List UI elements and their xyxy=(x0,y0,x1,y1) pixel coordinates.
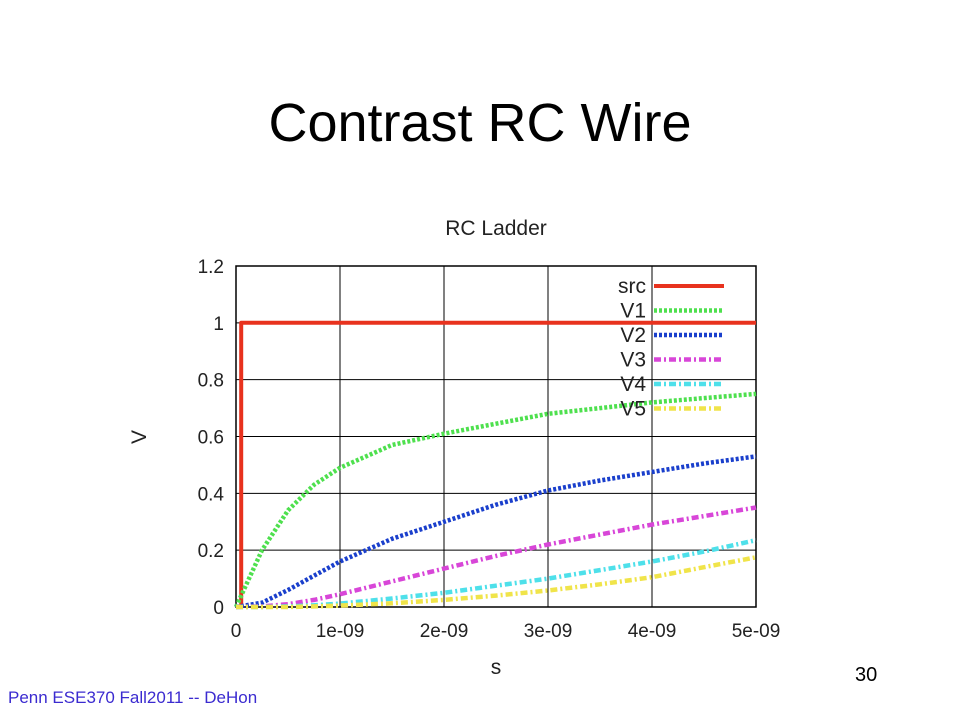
axis-ticks: 0 1e-09 2e-09 3e-09 4e-09 5e-09 0 0.2 0.4 0.6 0.8 1… xyxy=(198,257,781,642)
y-axis-label: V xyxy=(128,430,151,444)
x-tick-label: 0 xyxy=(231,621,242,642)
page-number: 30 xyxy=(855,664,878,686)
x-tick-label: 2e-09 xyxy=(420,621,469,642)
x-tick-label: 1e-09 xyxy=(316,621,365,642)
legend-label: V2 xyxy=(620,324,646,347)
y-tick-label: 0.4 xyxy=(198,484,225,505)
series-lines xyxy=(233,320,757,610)
footer-text: Penn ESE370 Fall2011 -- DeHon xyxy=(8,688,258,707)
x-axis-label: s xyxy=(491,656,502,679)
y-tick-label: 0.8 xyxy=(198,371,224,392)
legend-label: V5 xyxy=(620,398,646,421)
chart-title: RC Ladder xyxy=(445,217,547,240)
x-tick-label: 4e-09 xyxy=(628,621,677,642)
legend-label: V1 xyxy=(620,300,646,323)
x-tick-label: 5e-09 xyxy=(732,621,781,642)
y-tick-label: 1 xyxy=(213,314,224,335)
legend-label: V3 xyxy=(620,349,646,372)
series-line-src xyxy=(236,320,756,609)
legend-label: V4 xyxy=(620,373,646,396)
x-tick-label: 3e-09 xyxy=(524,621,573,642)
y-tick-label: 0 xyxy=(213,598,224,619)
series-line-v5 xyxy=(236,555,757,610)
series-line-v3 xyxy=(235,505,757,610)
y-tick-label: 0.6 xyxy=(198,428,224,449)
series-line-v1 xyxy=(233,391,757,608)
series-line-v2 xyxy=(235,454,757,610)
legend-label: src xyxy=(618,275,646,298)
slide-title: Contrast RC Wire xyxy=(268,93,692,153)
plot-frame xyxy=(235,265,757,608)
y-tick-label: 0.2 xyxy=(198,541,224,562)
y-tick-label: 1.2 xyxy=(198,257,224,278)
